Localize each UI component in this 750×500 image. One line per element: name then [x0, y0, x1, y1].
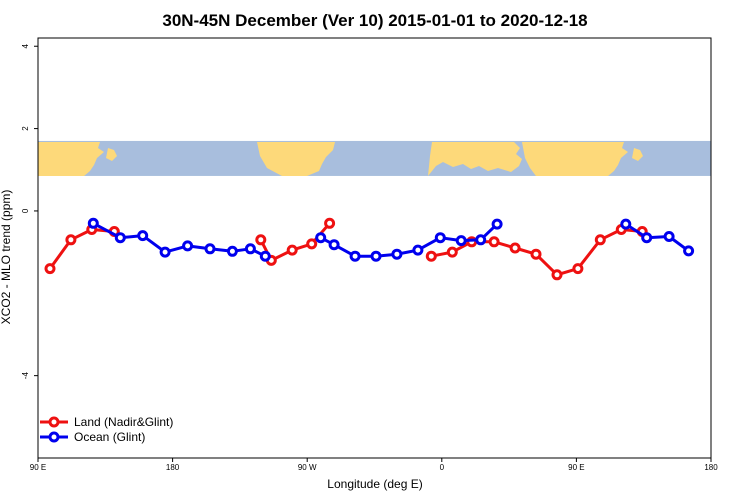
x-tick-label: 90 E	[568, 463, 584, 472]
x-tick-label: 180	[704, 463, 718, 472]
data-point	[594, 234, 606, 246]
data-point	[475, 234, 487, 246]
data-point	[259, 250, 271, 262]
legend-ocean-label: Ocean (Glint)	[74, 430, 145, 444]
x-tick-label: 0	[440, 463, 445, 472]
data-point	[455, 235, 467, 247]
data-point	[44, 263, 56, 275]
data-point	[572, 263, 584, 275]
map-land-eurasia-africa	[428, 142, 522, 176]
data-point	[509, 242, 521, 254]
data-point	[620, 218, 632, 230]
data-point	[551, 269, 563, 281]
data-point	[425, 250, 437, 262]
plot-frame	[37, 37, 712, 459]
series-line	[48, 228, 115, 270]
map-land-japan	[106, 148, 117, 161]
legend-land-label: Land (Nadir&Glint)	[74, 415, 173, 429]
legend-ocean-marker	[48, 431, 60, 443]
chart-title: 30N-45N December (Ver 10) 2015-01-01 to …	[162, 11, 587, 30]
data-point	[65, 234, 77, 246]
data-point	[204, 243, 216, 255]
y-tick-label: 2	[21, 126, 30, 131]
data-point	[412, 244, 424, 256]
x-tick-label: 180	[166, 463, 180, 472]
data-point	[328, 239, 340, 251]
legend: Land (Nadir&Glint) Ocean (Glint)	[40, 415, 173, 444]
data-point	[349, 250, 361, 262]
data-point	[182, 240, 194, 252]
y-axis-label: XCO2 - MLO trend (ppm)	[0, 190, 13, 325]
data-point	[488, 236, 500, 248]
data-point	[370, 250, 382, 262]
data-point	[286, 244, 298, 256]
data-point	[306, 238, 318, 250]
data-point	[641, 232, 653, 244]
y-tick-label: 0	[21, 208, 30, 213]
data-point	[391, 248, 403, 260]
data-point	[683, 245, 695, 257]
world-map-band	[38, 140, 711, 176]
data-point	[530, 248, 542, 260]
data-point	[315, 232, 327, 244]
series-ocean	[87, 217, 695, 262]
y-tick-label: -4	[21, 372, 30, 380]
data-point	[114, 232, 126, 244]
map-land-north-america	[257, 142, 335, 176]
series-line	[320, 223, 499, 258]
legend-land-marker	[48, 416, 60, 428]
data-point	[434, 232, 446, 244]
data-point	[244, 243, 256, 255]
x-tick-label: 90 W	[298, 463, 317, 472]
data-point	[137, 230, 149, 242]
y-axis: 4 2 0 -4	[21, 43, 38, 379]
series-line	[624, 222, 690, 253]
series-layer	[44, 217, 695, 281]
data-point	[255, 234, 267, 246]
series-land	[44, 217, 648, 281]
data-point	[446, 246, 458, 258]
map-land-japan-east	[632, 148, 643, 161]
data-point	[226, 245, 238, 257]
data-point	[159, 246, 171, 258]
data-point	[87, 217, 99, 229]
map-land-asia	[38, 142, 104, 176]
map-land-asia-east	[522, 142, 628, 176]
data-point	[491, 218, 503, 230]
y-tick-label: 4	[21, 43, 30, 48]
x-axis: 90 E 180 90 W 0 90 E 180	[30, 458, 718, 472]
x-axis-label: Longitude (deg E)	[327, 477, 422, 491]
data-point	[663, 231, 675, 242]
x-tick-label: 90 E	[30, 463, 46, 472]
data-point	[324, 217, 336, 229]
